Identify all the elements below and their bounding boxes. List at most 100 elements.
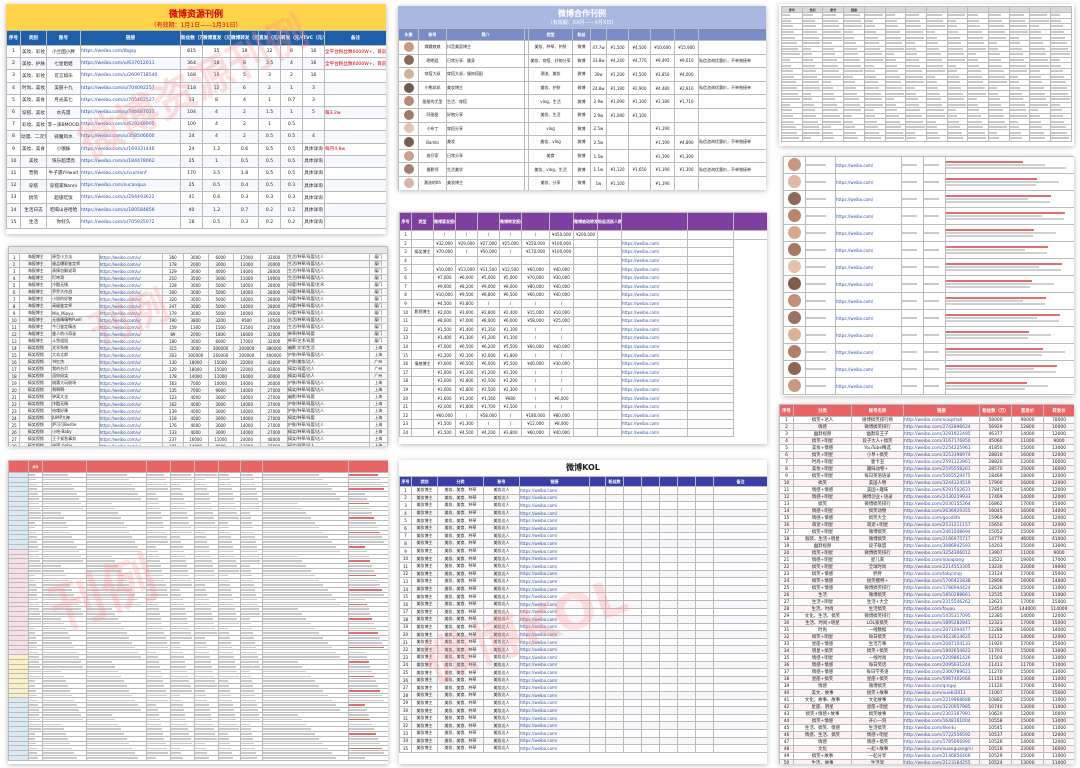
- link-cell[interactable]: https://weibo.com/u/184478062: [80, 154, 181, 168]
- link-cell[interactable]: https://weibo.com/u/: [98, 351, 164, 359]
- link-cell[interactable]: https://weibo.com/u/: [98, 316, 164, 324]
- link-cell[interactable]: https://weibo.com/: [621, 298, 688, 309]
- link-cell[interactable]: https://weibo.com/: [519, 523, 590, 533]
- link-cell[interactable]: http://weibo.com/2315546262: [903, 598, 980, 606]
- link-cell[interactable]: https://weibo.com/: [621, 315, 688, 326]
- link-cell[interactable]: https://weibo.com/u/169331446: [80, 142, 181, 156]
- link-cell[interactable]: https://weibo.com/u/: [98, 428, 164, 436]
- link-cell[interactable]: http://weibo.com/5065529475: [903, 472, 980, 480]
- link-cell[interactable]: https://weibo.com/u/: [98, 372, 164, 380]
- link-cell[interactable]: https://weibo.com/u/: [98, 260, 164, 268]
- link-cell[interactable]: http://weibo.com/1786944424: [903, 584, 980, 592]
- link-cell[interactable]: http://weibo.com/2300789621: [903, 668, 980, 676]
- link-cell[interactable]: https://weibo.com/: [519, 721, 590, 730]
- link-cell[interactable]: http://weibo.com/2742896624: [903, 423, 980, 431]
- link-cell[interactable]: https://weibo.com/: [621, 367, 688, 378]
- link-cell[interactable]: https://weibo.com/u/: [98, 295, 164, 303]
- link-cell[interactable]: https://weibo.com/: [621, 401, 688, 412]
- link-cell[interactable]: https://weibo.com/: [621, 247, 688, 257]
- link-cell[interactable]: https://weibo.com/: [835, 343, 902, 361]
- link-cell[interactable]: http://weibo.com/tobyimqi: [903, 570, 980, 578]
- link-cell[interactable]: https://weibo.com/u/vuchenf: [80, 166, 181, 181]
- link-cell[interactable]: https://weibo.com/: [519, 706, 590, 715]
- link-cell[interactable]: http://weibo.com/fouou: [903, 605, 980, 613]
- link-cell[interactable]: http://weibo.com/3220957985: [903, 703, 980, 711]
- link-cell[interactable]: https://weibo.com/: [519, 607, 590, 617]
- link-cell[interactable]: http://weibo.com/2254225961: [903, 444, 980, 452]
- link-cell[interactable]: http://weibo.com/1722556592: [903, 731, 980, 739]
- link-cell[interactable]: https://weibo.com/: [835, 309, 902, 327]
- link-cell[interactable]: http://weibo.com/2430219933: [903, 493, 980, 501]
- link-cell[interactable]: http://weibo.com/3623614625: [903, 633, 980, 641]
- link-cell[interactable]: http://weibo.com/2302387981: [903, 710, 980, 718]
- link-cell[interactable]: https://weibo.com/: [835, 156, 902, 174]
- link-cell[interactable]: https://weibo.com/: [835, 241, 902, 259]
- link-cell[interactable]: https://weibo.com/u/: [98, 253, 164, 261]
- link-cell[interactable]: https://weibo.com/: [519, 744, 590, 753]
- link-cell[interactable]: https://weibo.com/: [519, 516, 590, 525]
- link-cell[interactable]: https://weibo.com/: [621, 358, 688, 369]
- link-cell[interactable]: https://weibo.com/: [621, 238, 688, 249]
- link-cell[interactable]: https://weibo.com/u/: [98, 386, 164, 394]
- link-cell[interactable]: https://weibo.com/: [835, 190, 902, 208]
- link-cell[interactable]: http://weibo.com/2214553305: [903, 563, 980, 571]
- link-cell[interactable]: http://weibo.com/3086942593: [903, 542, 980, 550]
- link-cell[interactable]: http://weibo.com/3167176950: [903, 437, 980, 445]
- link-cell[interactable]: https://weibo.com/: [519, 653, 590, 662]
- link-cell[interactable]: https://weibo.com/u/: [98, 407, 164, 415]
- link-cell[interactable]: https://weibo.com/: [519, 561, 590, 571]
- link-cell[interactable]: https://weibo.com/: [621, 384, 688, 395]
- link-cell[interactable]: https://weibo.com/u/358506600: [80, 130, 181, 144]
- link-cell[interactable]: https://weibo.com/: [519, 577, 590, 586]
- link-cell[interactable]: http://weibo.com/lileidu: [903, 724, 980, 732]
- link-cell[interactable]: http://weibo.com/2166975717: [903, 535, 980, 543]
- link-cell[interactable]: http://weibo.com/2531211157: [903, 521, 980, 529]
- link-cell[interactable]: https://weibo.com/u/: [98, 400, 164, 408]
- link-cell[interactable]: https://weibo.com/: [835, 275, 902, 293]
- link-cell[interactable]: https://weibo.com/u/: [98, 302, 164, 310]
- link-cell[interactable]: https://weibo.com/: [621, 255, 688, 266]
- link-cell[interactable]: https://weibo.com/: [519, 539, 590, 548]
- link-cell[interactable]: https://weibo.com/: [835, 377, 902, 395]
- link-cell[interactable]: https://weibo.com/: [519, 683, 590, 693]
- link-cell[interactable]: https://weibo.com/: [519, 668, 590, 677]
- link-cell[interactable]: https://weibo.com/lbgay: [80, 44, 181, 59]
- link-cell[interactable]: http://weibo.com/2071094477: [903, 626, 980, 634]
- link-cell[interactable]: http://weibo.com/1435317095: [903, 612, 980, 620]
- link-cell[interactable]: http://weibo.com/goodlife: [903, 514, 980, 522]
- link-cell[interactable]: https://weibo.com/: [835, 360, 902, 378]
- link-cell[interactable]: https://weibo.com/u/294493622: [80, 191, 181, 205]
- link-cell[interactable]: https://weibo.com/u/704092257: [80, 81, 181, 95]
- link-cell[interactable]: https://weibo.com/u/: [98, 414, 164, 422]
- link-cell[interactable]: http://weibo.com/3254306012: [903, 549, 980, 557]
- link-cell[interactable]: http://weibo.com/2636929355: [903, 507, 980, 515]
- link-cell[interactable]: http://weibo.com/2087104133: [903, 640, 980, 648]
- link-cell[interactable]: https://weibo.com/: [519, 501, 590, 510]
- link-cell[interactable]: https://weibo.com/: [519, 531, 590, 541]
- link-cell[interactable]: https://weibo.com/: [519, 713, 590, 723]
- link-cell[interactable]: https://weibo.com/u/: [98, 442, 164, 446]
- link-cell[interactable]: https://weibo.com/: [519, 645, 590, 655]
- link-cell[interactable]: https://weibo.com/: [621, 341, 688, 352]
- link-cell[interactable]: https://weibo.com/u/705935072: [80, 215, 181, 229]
- link-cell[interactable]: https://weibo.com/u/: [98, 288, 164, 296]
- link-cell[interactable]: https://weibo.com/u/: [98, 379, 164, 387]
- link-cell[interactable]: http://weibo.com/2219968688: [903, 696, 980, 704]
- link-cell[interactable]: https://weibo.com/u/: [98, 421, 164, 429]
- link-cell[interactable]: https://weibo.com/: [519, 508, 590, 518]
- link-cell[interactable]: https://weibo.com/u/: [98, 393, 164, 401]
- link-cell[interactable]: https://weibo.com/: [621, 307, 688, 317]
- link-cell[interactable]: https://weibo.com/: [519, 660, 590, 670]
- link-cell[interactable]: https://weibo.com/: [519, 615, 590, 624]
- link-cell[interactable]: http://weibo.com/2461048694: [903, 528, 980, 536]
- link-cell[interactable]: http://weibo.com/2591123961: [903, 458, 980, 466]
- link-cell[interactable]: https://weibo.com/: [621, 264, 688, 274]
- link-cell[interactable]: https://weibo.com/: [519, 584, 590, 594]
- link-cell[interactable]: https://weibo.com/: [621, 350, 688, 360]
- link-cell[interactable]: http://weibo.com/1850288661: [903, 591, 980, 599]
- link-cell[interactable]: http://weibo.com/1648161004: [903, 717, 980, 725]
- link-cell[interactable]: http://weibo.com/xiaqshall: [903, 416, 980, 424]
- link-cell[interactable]: https://weibo.com/: [621, 393, 688, 403]
- link-cell[interactable]: https://weibo.com/u/: [98, 323, 164, 331]
- link-cell[interactable]: https://weibo.com/: [519, 592, 590, 601]
